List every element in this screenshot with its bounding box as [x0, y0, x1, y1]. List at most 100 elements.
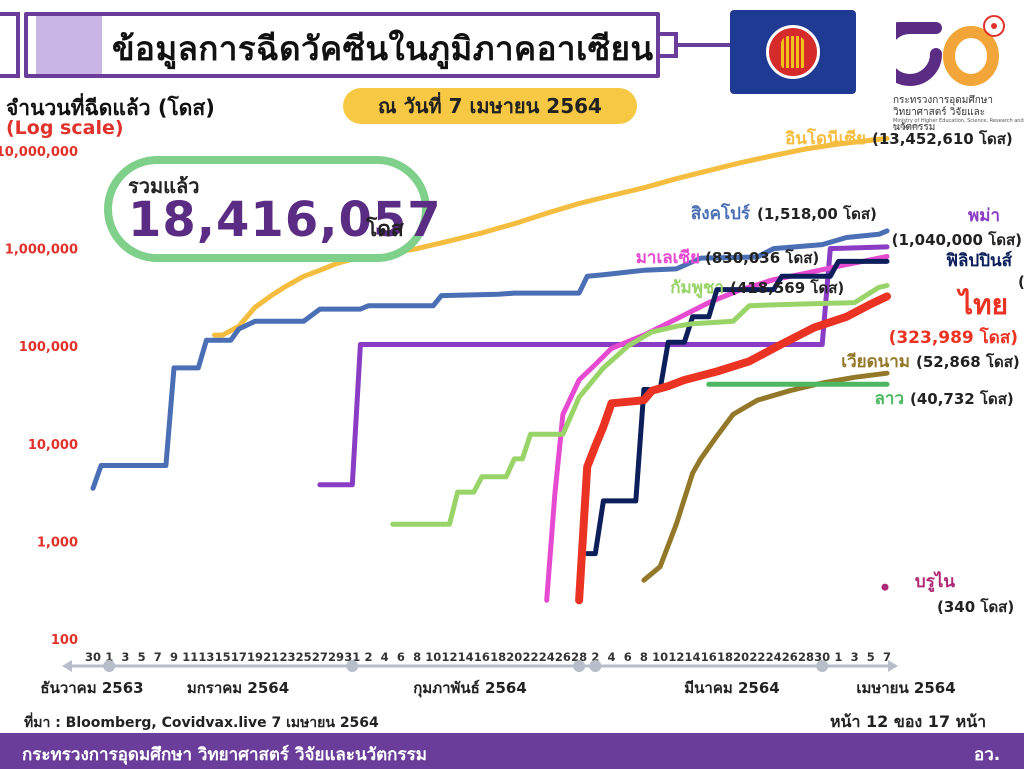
- month-label: มีนาคม 2564: [684, 679, 779, 697]
- series-line: [584, 258, 890, 557]
- x-tick-label: 8: [640, 650, 648, 664]
- footer-bar: [0, 733, 1024, 769]
- series-name-label: พม่า: [968, 206, 1000, 226]
- page-title: ข้อมูลการฉีดวัคซีนในภูมิภาคอาเซียน: [112, 29, 654, 68]
- x-tick-label: 10: [425, 650, 441, 664]
- x-tick-label: 28: [798, 650, 814, 664]
- series-value-label: (830,036 โดส): [705, 248, 819, 267]
- x-tick-label: 23: [279, 650, 295, 664]
- series-line: [90, 228, 890, 491]
- x-tick-label: 1: [834, 650, 842, 664]
- x-axis-left-arrow-icon: [62, 660, 72, 672]
- x-tick-label: 6: [397, 650, 405, 664]
- x-tick-label: 12: [441, 650, 457, 664]
- syringe-barrel: [24, 12, 660, 78]
- x-tick-label: 26: [555, 650, 571, 664]
- series-line: [212, 135, 890, 338]
- y-tick-label: 10,000,000: [0, 145, 78, 160]
- page-indicator: หน้า 12 ของ 17 หน้า: [830, 712, 987, 731]
- x-tick-label: 19: [247, 650, 263, 664]
- x-tick-label: 31: [344, 650, 360, 664]
- x-tick-label: 17: [231, 650, 247, 664]
- x-tick-label: 11: [182, 650, 198, 664]
- x-tick-label: 18: [490, 650, 506, 664]
- x-tick-label: 8: [413, 650, 421, 664]
- x-tick-label: 18: [717, 650, 733, 664]
- x-tick-label: 9: [170, 650, 178, 664]
- month-label: มกราคม 2564: [187, 679, 289, 697]
- x-tick-label: 3: [121, 650, 129, 664]
- syringe-needle: [678, 43, 730, 47]
- series-line: [641, 370, 890, 583]
- month-boundary-dot: [573, 660, 586, 672]
- month-boundary-dot: [816, 660, 829, 672]
- total-label: รวมแล้ว: [128, 174, 200, 198]
- total-doses-box: [104, 156, 430, 262]
- series-value-label: (340 โดส): [937, 597, 1014, 616]
- footer-org-name: กระทรวงการอุดมศึกษา วิทยาศาสตร์ วิจัยและ…: [22, 745, 427, 765]
- series-name-label: ลาว: [874, 389, 904, 409]
- x-tick-label: 27: [312, 650, 328, 664]
- series-line: [390, 283, 890, 527]
- y-axis-title: จำนวนที่ฉีดแล้ว (โดส): [6, 96, 215, 120]
- month-boundary-dot: [346, 660, 359, 672]
- x-tick-label: 28: [571, 650, 587, 664]
- x-tick-label: 5: [867, 650, 875, 664]
- series-value-label: (738,913 โดส): [1018, 272, 1024, 291]
- x-axis-right-arrow-icon: [888, 660, 898, 672]
- source-note: ที่มา : Bloomberg, Covidvax.live 7 เมษาย…: [24, 715, 379, 731]
- x-tick-label: 14: [458, 650, 474, 664]
- series-value-label: (40,732 โดส): [910, 389, 1014, 408]
- x-tick-label: 5: [138, 650, 146, 664]
- x-tick-label: 1: [105, 650, 113, 664]
- series-value-label: (13,452,610 โดส): [872, 129, 1013, 148]
- x-tick-label: 4: [381, 650, 389, 664]
- x-tick-label: 14: [685, 650, 701, 664]
- x-tick-label: 30: [814, 650, 830, 664]
- month-label: ธันวาคม 2563: [40, 679, 143, 697]
- y-tick-label: 1,000: [37, 535, 78, 550]
- x-tick-label: 12: [668, 650, 684, 664]
- x-tick-label: 21: [263, 650, 279, 664]
- series-name-label: สิงคโปร์: [691, 203, 751, 224]
- syringe-fill: [36, 16, 102, 74]
- x-tick-label: 24: [539, 650, 555, 664]
- series-name-label: กัมพูชา: [670, 278, 724, 299]
- series-value-label: (52,868 โดส): [916, 352, 1020, 371]
- logo-text-line1: กระทรวงการอุดมศึกษา: [893, 95, 993, 106]
- logo-text-line3: Ministry of Higher Education, Science, R…: [893, 118, 1024, 130]
- x-tick-label: 25: [296, 650, 312, 664]
- series-point: [881, 583, 889, 591]
- x-tick-label: 22: [523, 650, 539, 664]
- total-value: 18,416,057: [128, 192, 442, 248]
- series-name-label: เวียดนาม: [841, 351, 910, 372]
- logo-text-line2: วิทยาศาสตร์ วิจัยและนวัตกรรม: [893, 107, 986, 133]
- x-tick-label: 16: [701, 650, 717, 664]
- y-tick-label: 10,000: [28, 438, 78, 453]
- series-value-label: (323,989 โดส): [889, 327, 1018, 348]
- series-value-label: (1,040,000 โดส): [892, 230, 1022, 249]
- month-label: เมษายน 2564: [856, 679, 955, 697]
- syringe-plunger: [0, 12, 20, 78]
- series-line: [317, 244, 890, 488]
- x-tick-label: 20: [733, 650, 749, 664]
- series-name-label: ฟิลิปปินส์: [946, 250, 1013, 271]
- x-tick-label: 15: [215, 650, 231, 664]
- x-tick-label: 2: [364, 650, 372, 664]
- y-tick-label: 1,000,000: [5, 243, 78, 258]
- x-tick-label: 20: [506, 650, 522, 664]
- series-name-label: อินโดนีเซีย: [785, 128, 866, 149]
- x-tick-label: 24: [766, 650, 782, 664]
- x-tick-label: 7: [154, 650, 162, 664]
- x-tick-label: 6: [624, 650, 632, 664]
- x-tick-label: 29: [328, 650, 344, 664]
- x-tick-label: 16: [474, 650, 490, 664]
- x-tick-label: 4: [608, 650, 616, 664]
- y-tick-label: 100,000: [19, 340, 78, 355]
- x-tick-label: 26: [782, 650, 798, 664]
- month-label: กุมภาพันธ์ 2564: [413, 679, 527, 698]
- series-line: [575, 292, 891, 605]
- y-axis-scale-note: (Log scale): [6, 117, 124, 139]
